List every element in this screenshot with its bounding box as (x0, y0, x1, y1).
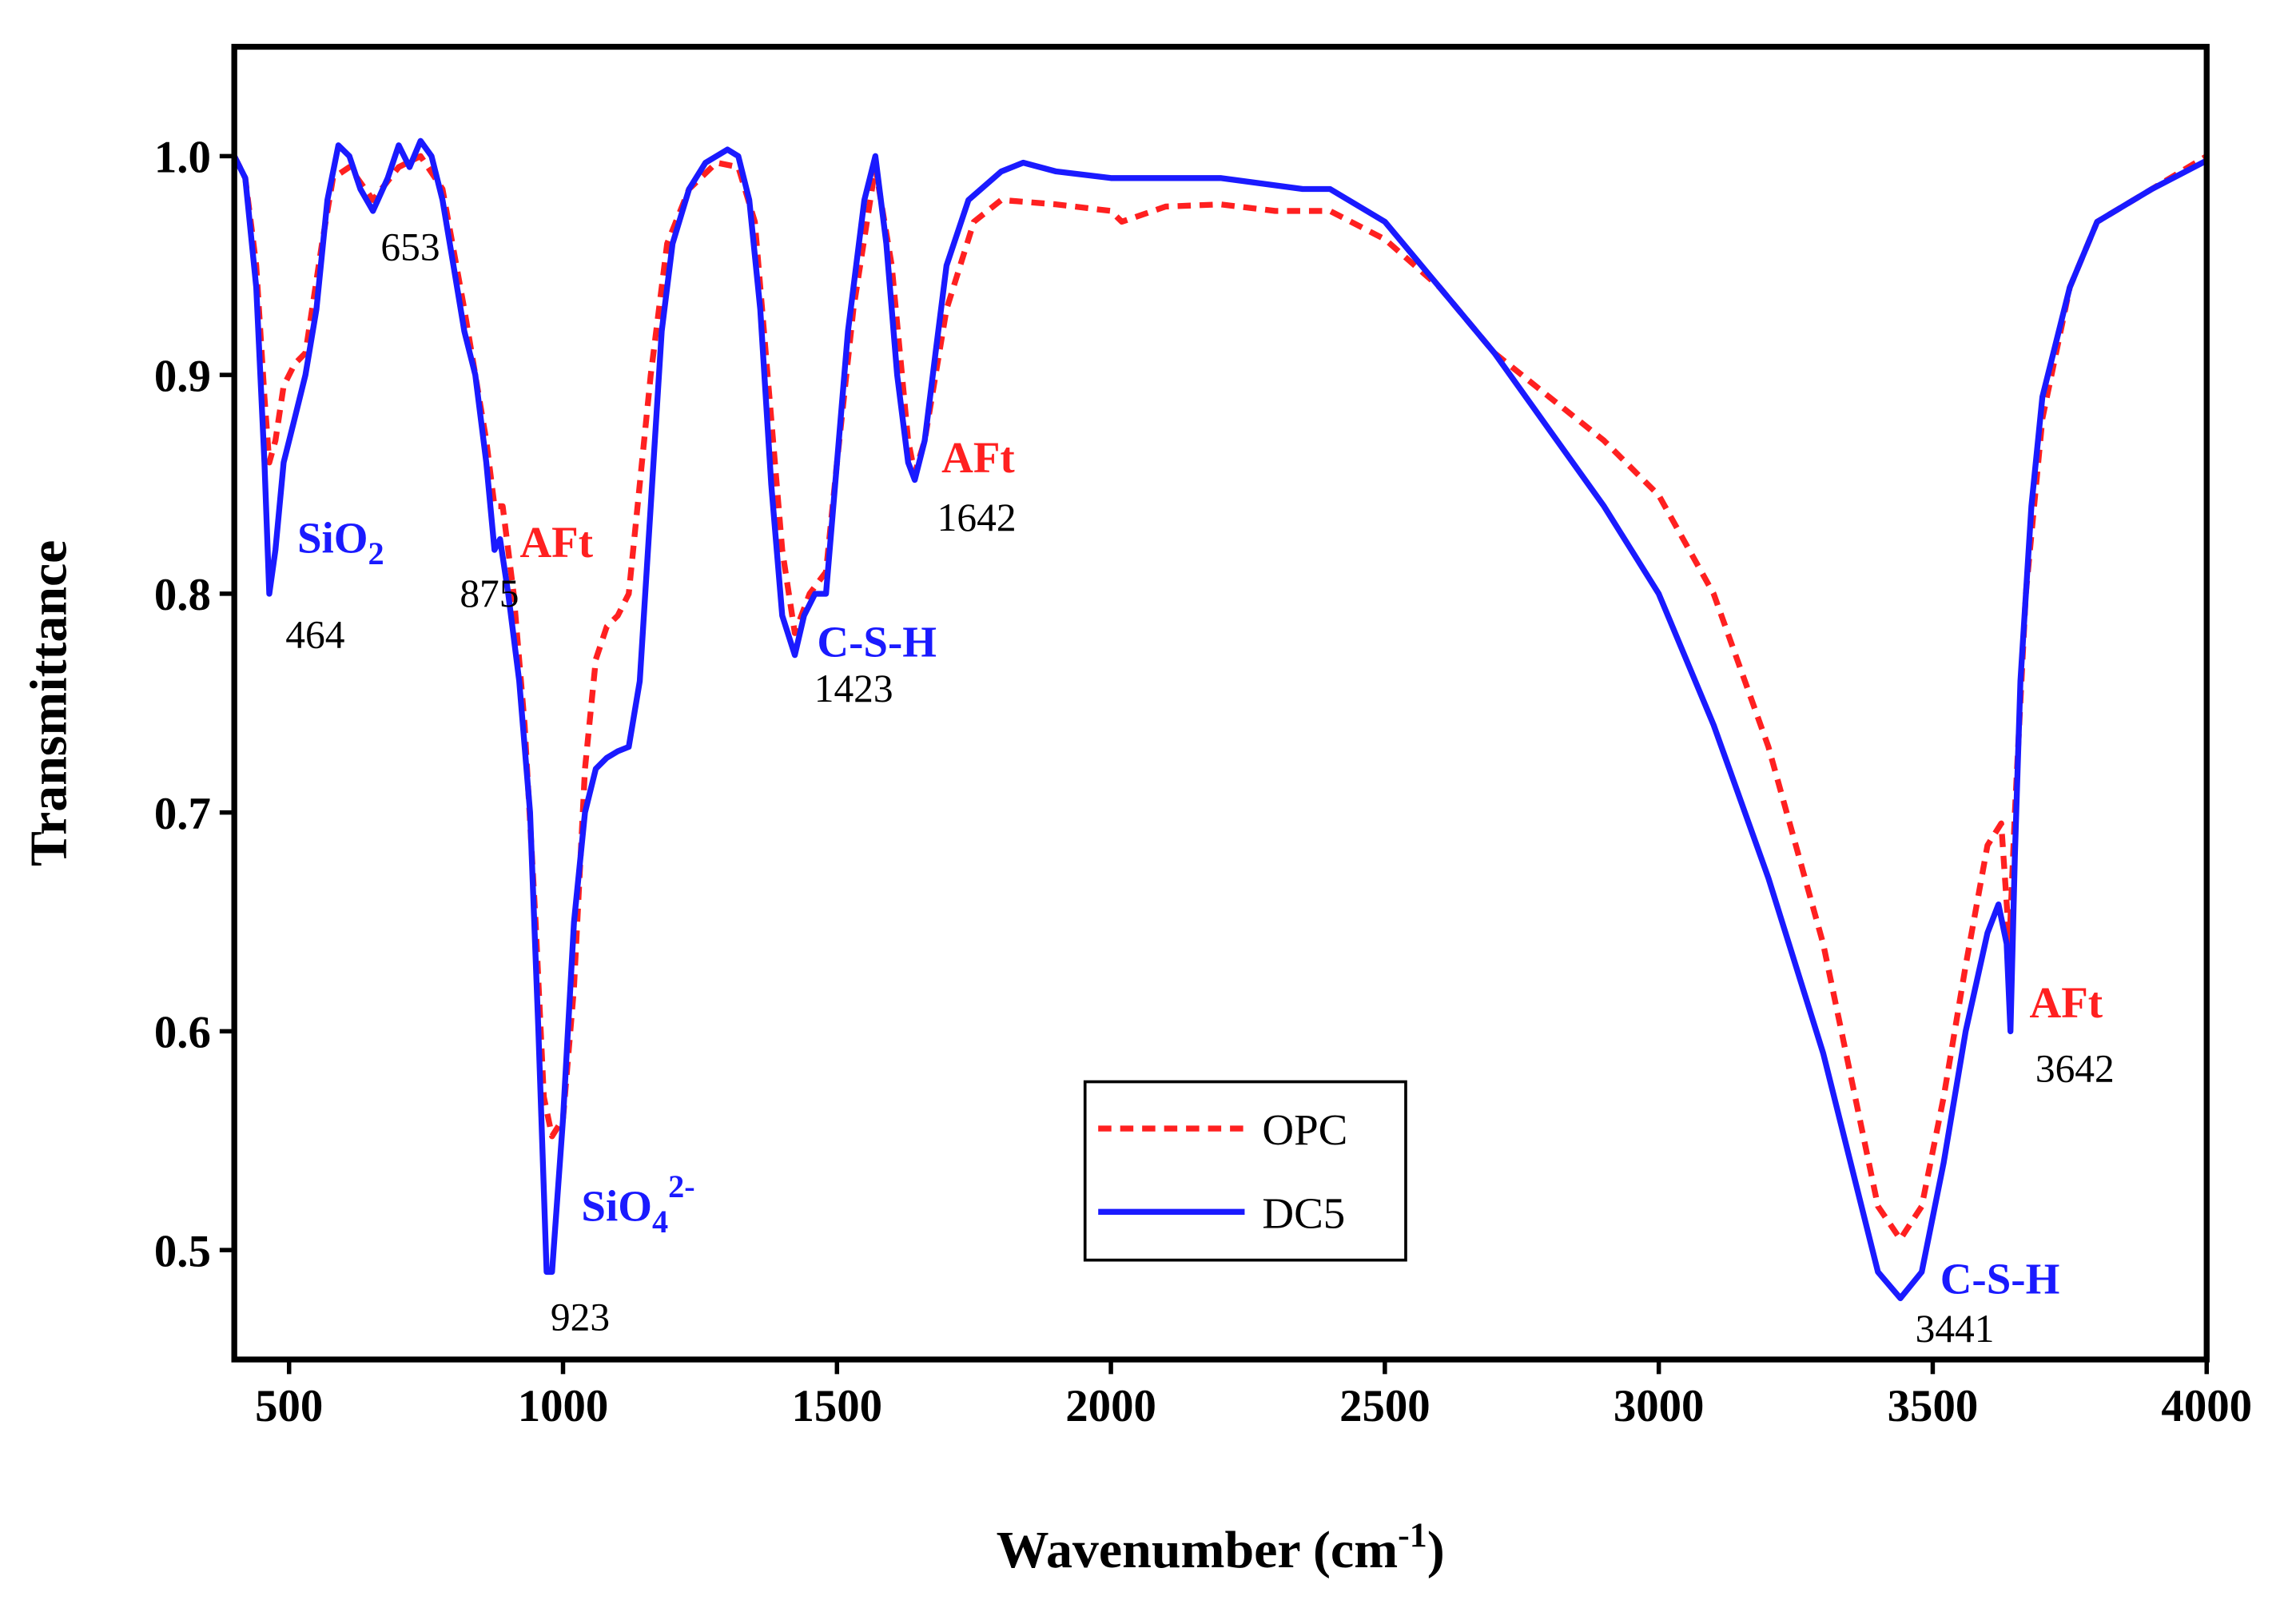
legend-label: OPC (1262, 1105, 1347, 1154)
annotation: C-S-H (1940, 1255, 2060, 1304)
annotation: 3642 (2035, 1047, 2115, 1091)
annotation-text: AFt (2030, 978, 2103, 1027)
x-tick-label: 4000 (2161, 1381, 2252, 1431)
x-tick-label: 3500 (1888, 1381, 1979, 1431)
annotation: AFt (941, 433, 1015, 482)
annotation: 3441 (1916, 1307, 1995, 1351)
annotation-text: SiO (581, 1181, 652, 1230)
annotation-text: AFt (519, 518, 593, 567)
x-axis-title-sup: -1 (1398, 1515, 1427, 1554)
annotation-sub: 4 (652, 1204, 668, 1240)
annotation-sub: 2 (368, 535, 384, 571)
legend-label: DC5 (1262, 1188, 1345, 1237)
x-tick-label: 1500 (791, 1381, 882, 1431)
annotation-text: 875 (460, 571, 519, 615)
y-tick-label: 0.9 (154, 351, 211, 401)
annotation: C-S-H (817, 617, 937, 666)
annotation-text: 3441 (1916, 1307, 1995, 1351)
x-tick-label: 500 (255, 1381, 323, 1431)
annotation-text: 1423 (814, 667, 893, 710)
x-tick-label: 2500 (1339, 1381, 1431, 1431)
y-tick-label: 0.8 (154, 570, 211, 620)
y-tick-label: 0.7 (154, 789, 211, 839)
annotation-text: 464 (285, 612, 344, 656)
annotation: SiO42- (581, 1168, 694, 1240)
plot-frame (231, 43, 2210, 1363)
annotation-text: 1642 (937, 496, 1017, 539)
annotation: 464 (285, 612, 344, 656)
x-axis-title-main: Wavenumber (cm (997, 1521, 1398, 1579)
annotation: AFt (2030, 978, 2103, 1027)
x-tick-label: 3000 (1614, 1381, 1705, 1431)
annotation: 875 (460, 571, 519, 615)
annotation-text: AFt (941, 433, 1015, 482)
y-tick-label: 0.5 (154, 1226, 211, 1276)
y-axis-title: Transmittance (19, 540, 78, 866)
x-axis-title-after: ) (1427, 1521, 1445, 1579)
annotation-text: C-S-H (1940, 1255, 2060, 1304)
annotation-sup: 2- (668, 1168, 695, 1204)
annotation: 923 (551, 1296, 610, 1339)
x-tick-label: 2000 (1065, 1381, 1156, 1431)
annotation-text: SiO (297, 513, 368, 562)
x-tick-label: 1000 (518, 1381, 609, 1431)
annotation: AFt (519, 518, 593, 567)
series-line (231, 137, 2208, 1302)
y-tick-label: 1.0 (154, 133, 211, 183)
annotation: SiO2 (297, 513, 384, 571)
annotation-text: C-S-H (817, 617, 937, 666)
annotation: 1423 (814, 667, 893, 710)
annotation: 653 (380, 225, 440, 269)
series-line (231, 153, 2209, 1243)
annotation-text: 653 (380, 225, 440, 269)
y-tick-label: 0.6 (154, 1008, 211, 1058)
legend-box (1083, 1080, 1407, 1262)
annotation: 1642 (937, 496, 1017, 539)
x-axis-title: Wavenumber (cm-1) (997, 1515, 1445, 1579)
annotation-text: 3642 (2035, 1047, 2115, 1091)
annotation-text: 923 (551, 1296, 610, 1339)
